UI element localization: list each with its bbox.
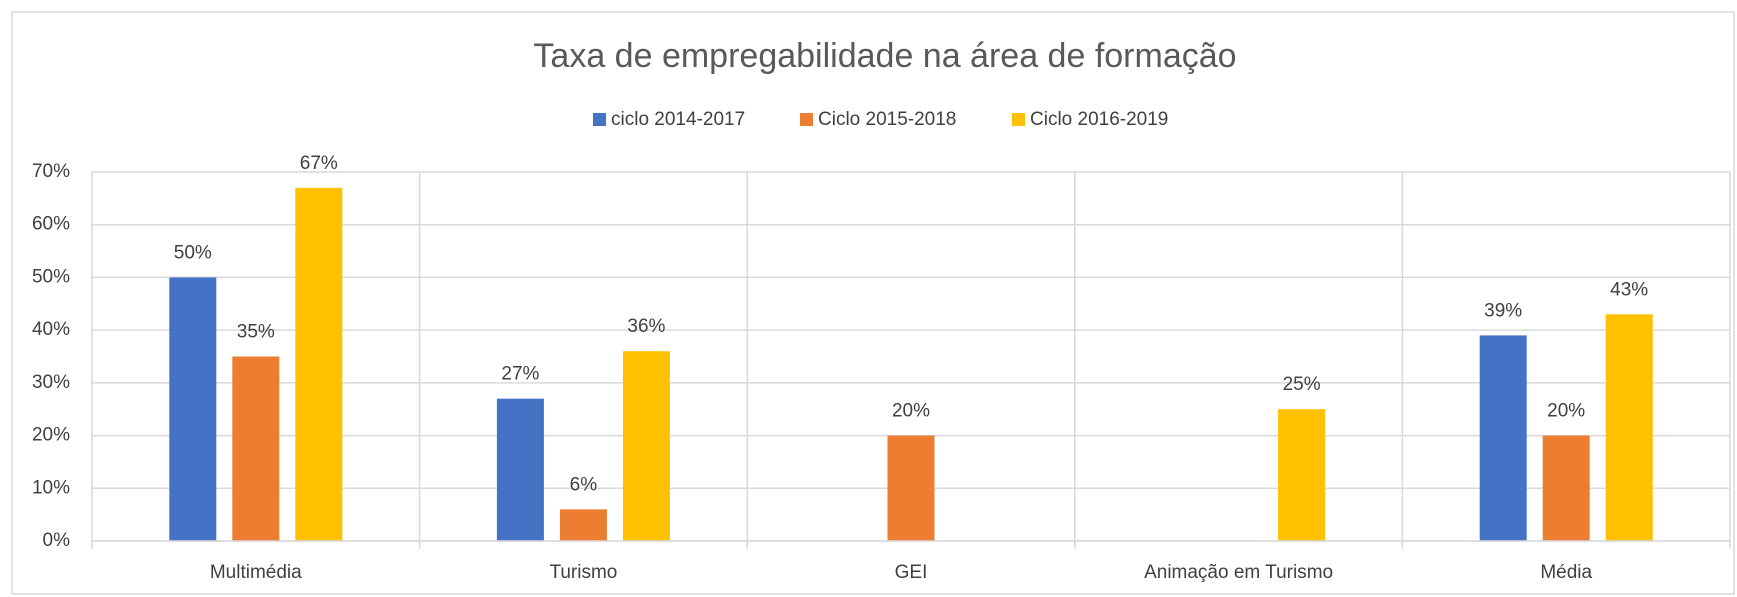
bar (295, 187, 343, 542)
value-label: 20% (892, 401, 930, 422)
value-label: 6% (570, 474, 598, 495)
x-tick-label: Turismo (549, 562, 617, 583)
bar (169, 277, 217, 541)
value-label: 39% (1484, 300, 1522, 321)
bar (559, 509, 607, 541)
value-label: 25% (1283, 374, 1321, 395)
value-label: 36% (627, 316, 665, 337)
bar (1605, 314, 1653, 541)
legend-label: Ciclo 2016-2019 (1030, 109, 1168, 130)
y-tick-label: 40% (32, 319, 70, 340)
bar (232, 356, 280, 541)
legend-swatch (593, 113, 606, 126)
y-tick-label: 70% (32, 161, 70, 182)
value-label: 35% (237, 322, 275, 343)
value-label: 43% (1610, 279, 1648, 300)
value-label: 67% (300, 153, 338, 174)
x-tick-label: Animação em Turismo (1144, 562, 1333, 583)
y-tick-label: 30% (32, 372, 70, 393)
legend-swatch (800, 113, 813, 126)
legend-swatch (1012, 113, 1025, 126)
bar (1542, 435, 1590, 541)
y-tick-label: 10% (32, 477, 70, 498)
value-label: 50% (174, 242, 212, 263)
value-label: 27% (501, 364, 539, 385)
legend-label: Ciclo 2015-2018 (818, 109, 956, 130)
x-tick-label: Média (1540, 562, 1592, 583)
legend-label: ciclo 2014-2017 (611, 109, 745, 130)
chart-title: Taxa de empregabilidade na área de forma… (533, 37, 1236, 75)
y-tick-label: 0% (43, 530, 71, 551)
bar (496, 398, 544, 541)
bar (1278, 409, 1326, 541)
y-tick-label: 60% (32, 214, 70, 235)
bar (622, 351, 670, 541)
y-tick-label: 20% (32, 425, 70, 446)
x-tick-label: GEI (895, 562, 928, 583)
bar (1479, 335, 1527, 541)
y-tick-label: 50% (32, 266, 70, 287)
x-tick-label: Multimédia (210, 562, 302, 583)
bar (887, 435, 935, 541)
value-label: 20% (1547, 401, 1585, 422)
